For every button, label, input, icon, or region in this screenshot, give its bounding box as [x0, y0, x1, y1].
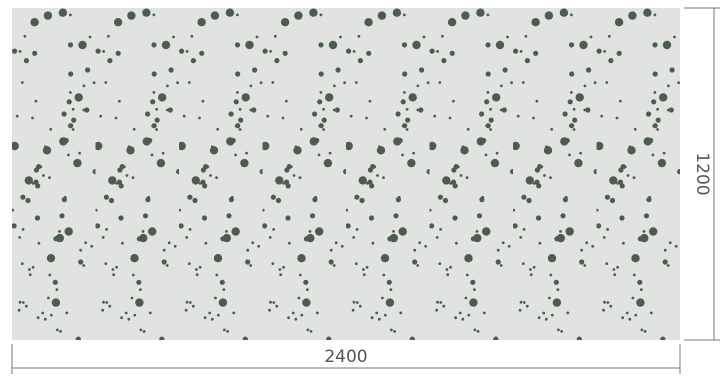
width-label: 2400 [324, 347, 367, 367]
height-label: 1200 [692, 152, 712, 195]
perforations [12, 8, 680, 340]
